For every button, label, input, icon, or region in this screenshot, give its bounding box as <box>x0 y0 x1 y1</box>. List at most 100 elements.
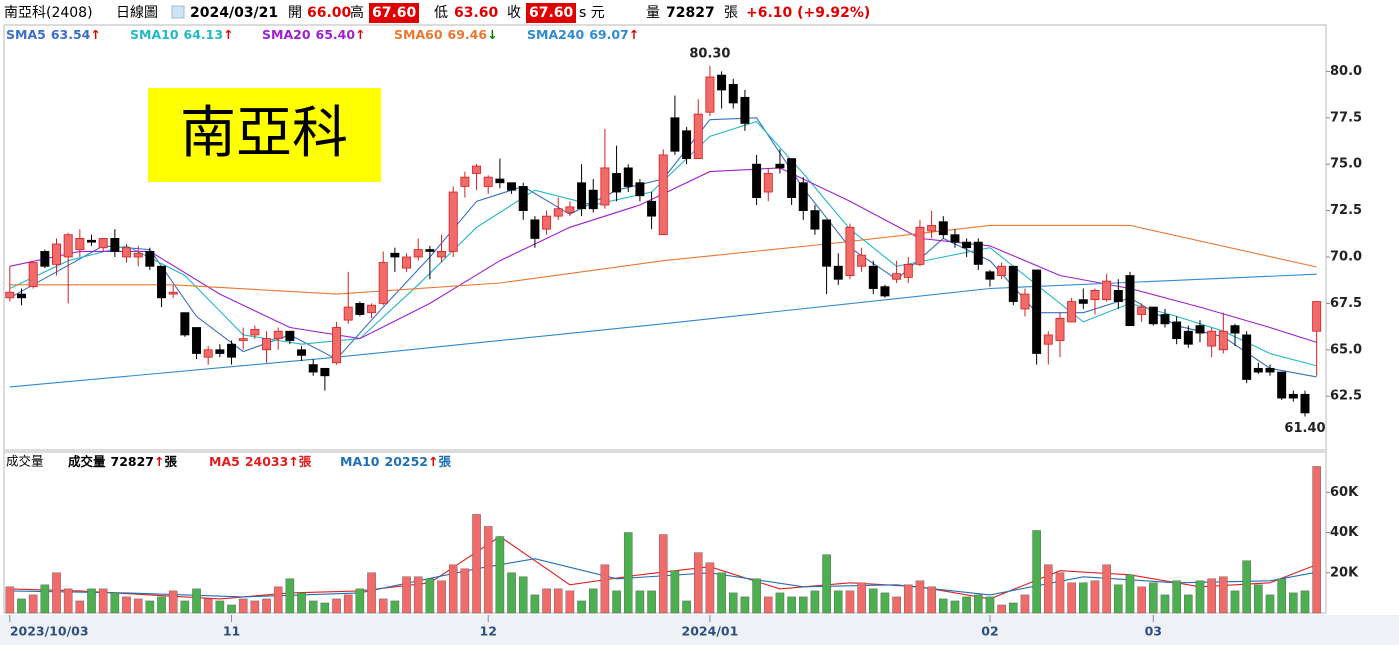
candle-body <box>565 206 575 213</box>
candle-body <box>250 328 260 336</box>
candle-body <box>822 219 832 267</box>
volume-bar <box>448 564 458 614</box>
candle-body <box>1032 269 1042 354</box>
candle-body <box>98 238 108 249</box>
price-panel <box>3 24 1327 451</box>
candle-body <box>810 210 820 230</box>
volume-bar <box>75 600 85 614</box>
volume-bar <box>145 600 155 614</box>
chart-kind: 日線圖 <box>116 5 158 21</box>
candle-body <box>472 165 482 174</box>
volume-bar <box>1055 572 1065 614</box>
candle-body <box>63 234 73 258</box>
candle-body <box>238 338 248 341</box>
volume-bar <box>798 596 808 614</box>
volume-bar <box>28 594 38 614</box>
volume-bar <box>390 600 400 614</box>
volume-bar <box>378 598 388 614</box>
volume-bar <box>903 584 913 614</box>
volume-bar <box>927 586 936 614</box>
legend-name: SMA20 <box>262 27 311 42</box>
volume-bar <box>1125 574 1135 614</box>
volume-bar <box>845 590 855 614</box>
volume-bar <box>63 588 73 614</box>
candle-body <box>763 173 773 193</box>
legend-entry: SMA60 69.46↓ <box>394 27 498 42</box>
volume-bar <box>157 596 166 614</box>
volume-bar <box>553 588 563 614</box>
volume-bar <box>507 572 516 614</box>
candle-body <box>168 291 178 295</box>
candle-body <box>495 178 505 184</box>
candle-body <box>600 167 610 206</box>
legend-name: SMA240 <box>527 27 585 42</box>
legend-trend: ↑ <box>90 27 100 42</box>
legend-unit: 張 <box>165 454 178 469</box>
y-tick-label: 72.5 <box>1330 203 1362 218</box>
legend-trend: ↑ <box>223 27 233 42</box>
x-tick-label: 11 <box>223 624 240 639</box>
legend-value: 72827 <box>111 454 155 469</box>
legend-entry: MA10 20252↑張 <box>340 454 452 469</box>
volume-bar <box>180 600 190 614</box>
legend-trend: ↑ <box>629 27 639 42</box>
volume-bar <box>670 570 680 614</box>
change: +6.10 (+9.92%) <box>746 5 870 21</box>
candle-body <box>17 293 26 299</box>
candle-body <box>320 367 330 377</box>
volume-bar <box>40 584 50 614</box>
legend-name: MA10 <box>340 454 380 469</box>
low-value: 63.60 <box>454 5 499 21</box>
volume-bar <box>950 600 960 614</box>
volume-bar <box>717 572 726 614</box>
date-strip <box>0 615 1399 645</box>
volume-bar <box>262 598 271 614</box>
candle-body <box>215 349 225 354</box>
high-box <box>369 3 419 23</box>
candle-body <box>1090 289 1100 301</box>
candle-body <box>180 312 190 336</box>
legend-entry: MA5 24033↑張 <box>209 454 312 469</box>
volume-bar <box>1044 564 1053 614</box>
volume-bar <box>693 552 703 614</box>
volume-bar <box>203 598 213 614</box>
candle-body <box>203 349 213 358</box>
volume-bar <box>1009 602 1018 614</box>
candle-body <box>705 76 715 113</box>
stock-label: 南亞科 <box>180 101 348 166</box>
volume-bar <box>787 596 796 614</box>
candle-body <box>857 254 867 267</box>
candle-body <box>1277 371 1287 399</box>
candle-body <box>752 163 762 198</box>
candle-body <box>670 117 680 152</box>
candle-body <box>588 189 598 210</box>
volume-bar <box>1312 466 1321 614</box>
volume-bar <box>483 526 493 614</box>
volume-bar <box>752 578 761 614</box>
legend-entry: 成交量 72827↑張 <box>68 454 178 469</box>
volume-bar <box>1277 578 1286 614</box>
candle-body <box>927 225 937 232</box>
legend-trend: ↑ <box>154 454 164 469</box>
candle-body <box>483 176 493 187</box>
x-tick-label: 02 <box>981 624 998 639</box>
legend-name: SMA60 <box>394 27 443 42</box>
volume-bar <box>285 578 295 614</box>
legend-entry: SMA5 63.54↑ <box>6 27 101 42</box>
candle-body <box>122 247 131 258</box>
volume-unit: 張 <box>724 5 738 21</box>
checkbox[interactable] <box>171 5 185 19</box>
candle-body <box>1172 321 1182 340</box>
legend-trend: ↓ <box>487 27 497 42</box>
candle-body <box>1183 330 1193 345</box>
volume-bar <box>740 596 750 614</box>
candle-body <box>448 191 458 252</box>
volume-bar <box>192 588 201 614</box>
volume-bar <box>1207 578 1216 614</box>
volume-bar <box>577 600 586 614</box>
volume-bar <box>1242 560 1251 614</box>
candle-body <box>390 252 400 258</box>
volume-bar <box>402 576 411 614</box>
candle-body <box>1137 306 1147 315</box>
